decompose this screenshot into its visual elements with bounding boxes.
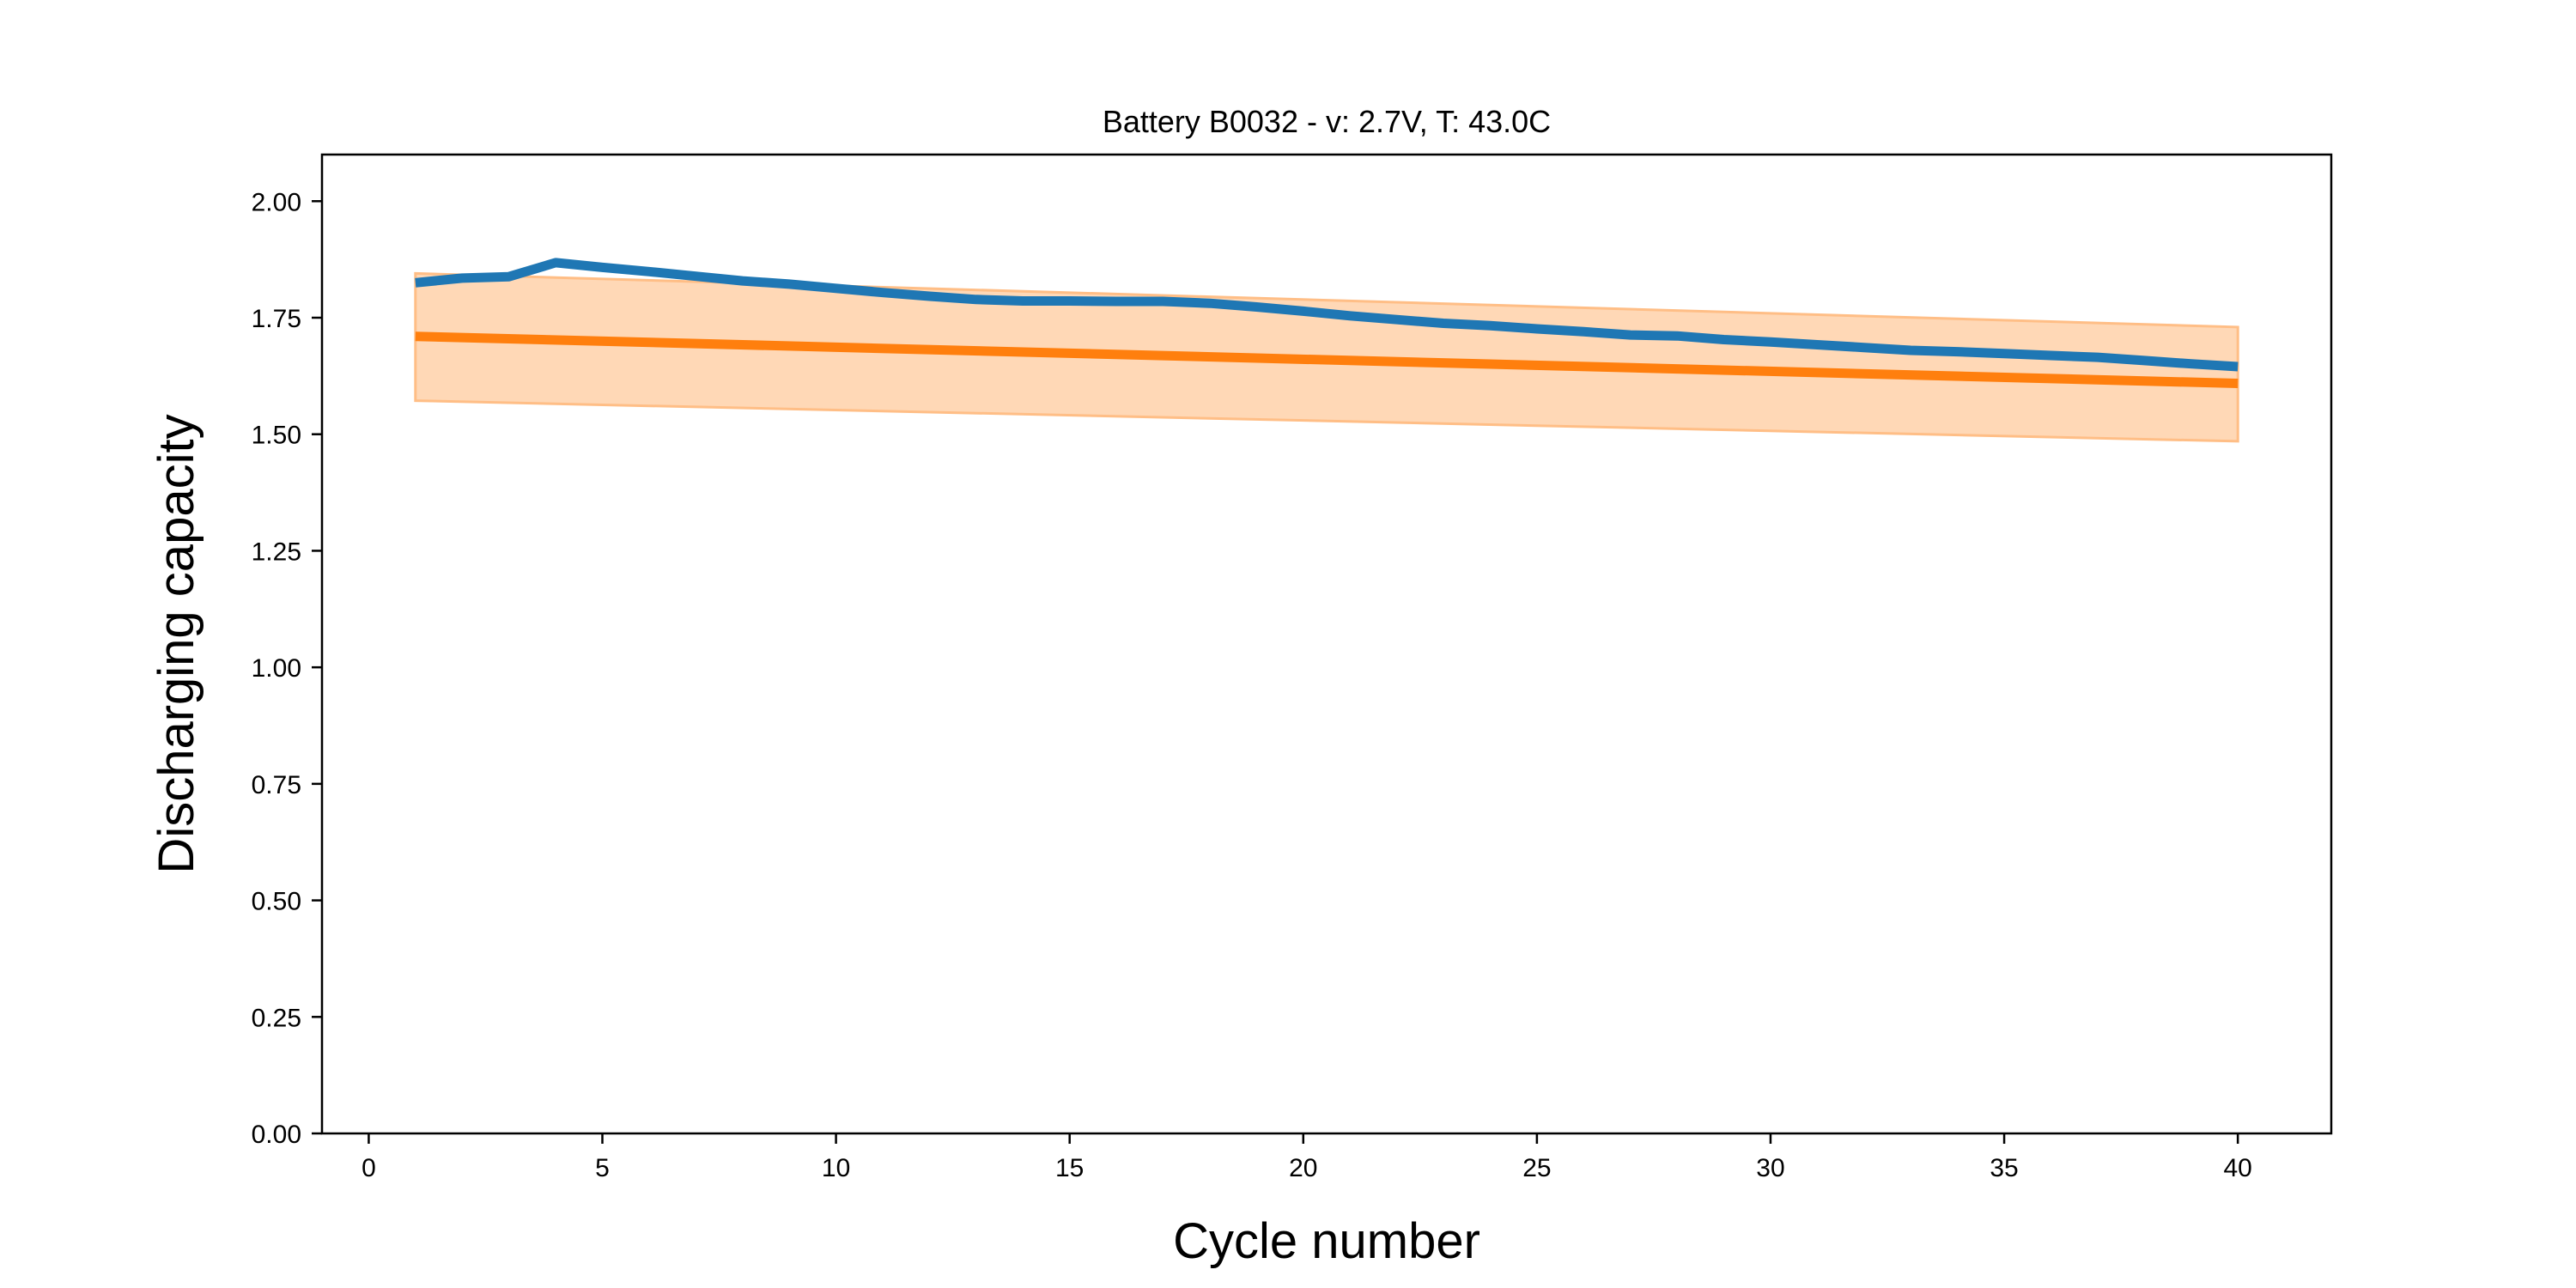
y-tick-label: 1.25 bbox=[252, 538, 301, 566]
x-tick-label: 15 bbox=[1055, 1154, 1084, 1182]
y-tick-label: 0.50 bbox=[252, 888, 301, 916]
y-tick-label: 1.50 bbox=[252, 422, 301, 450]
x-tick-label: 35 bbox=[1990, 1154, 2018, 1182]
y-tick-label: 0.25 bbox=[252, 1004, 301, 1032]
y-tick-label: 0.00 bbox=[252, 1121, 301, 1149]
x-axis-ticks: 0 5 10 15 20 25 30 35 40 bbox=[361, 1133, 2252, 1182]
x-axis-label: Cycle number bbox=[1173, 1213, 1480, 1269]
y-tick-label: 0.75 bbox=[252, 771, 301, 799]
x-tick-label: 0 bbox=[361, 1154, 376, 1182]
x-tick-label: 5 bbox=[595, 1154, 610, 1182]
x-tick-label: 20 bbox=[1289, 1154, 1317, 1182]
y-tick-label: 2.00 bbox=[252, 188, 301, 216]
chart-title: Battery B0032 - v: 2.7V, T: 43.0C bbox=[1103, 104, 1551, 139]
x-tick-label: 40 bbox=[2223, 1154, 2251, 1182]
y-axis-label: Discharging capacity bbox=[149, 414, 204, 873]
y-tick-label: 1.75 bbox=[252, 305, 301, 333]
series-layer bbox=[415, 258, 2239, 388]
x-tick-label: 25 bbox=[1522, 1154, 1551, 1182]
series-line-1 bbox=[415, 258, 2239, 372]
y-tick-label: 1.00 bbox=[252, 654, 301, 683]
x-tick-label: 30 bbox=[1756, 1154, 1784, 1182]
y-axis-ticks: 0.00 0.25 0.50 0.75 1.00 1.25 1.50 1.75 2.00 bbox=[252, 188, 322, 1149]
series-line-2 bbox=[415, 331, 2239, 388]
plot-frame bbox=[320, 153, 2333, 1135]
x-tick-label: 10 bbox=[822, 1154, 850, 1182]
